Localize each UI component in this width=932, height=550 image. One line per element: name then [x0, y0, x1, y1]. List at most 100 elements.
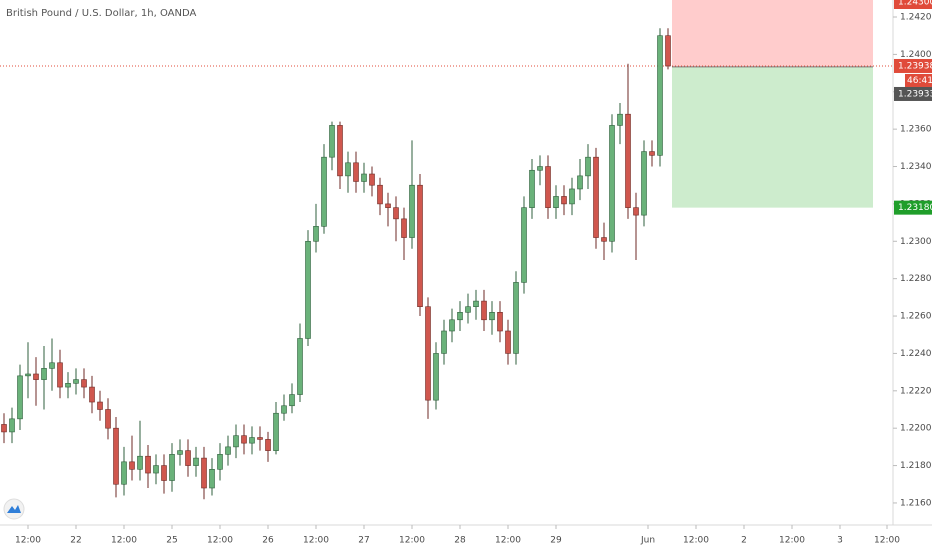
target-price-label-box [894, 200, 932, 215]
candle-body [625, 113, 631, 208]
x-tick-label: 12:00 [207, 536, 233, 546]
candle-body [513, 282, 519, 354]
candle-body [593, 156, 599, 238]
candle-body [553, 196, 559, 208]
candle-body [257, 437, 263, 440]
candle-body [9, 418, 15, 433]
x-tick-label: 12:00 [111, 536, 137, 546]
candle-body [313, 226, 319, 242]
y-tick-label: 1.24200 [900, 13, 932, 23]
x-tick-label: Jun [640, 536, 655, 546]
candle-body [225, 446, 231, 455]
candle-body [137, 455, 143, 470]
candle-body [369, 173, 375, 186]
candle-body [321, 156, 327, 227]
candle-body [265, 439, 271, 451]
candle-body [153, 465, 159, 474]
candle-body [409, 184, 415, 238]
candle-body [385, 203, 391, 208]
candle-body [497, 312, 503, 332]
candle-body [209, 469, 215, 489]
candle-body [361, 173, 367, 182]
y-tick-label: 1.22000 [900, 424, 932, 434]
stop-zone [672, 0, 873, 67]
candle-body [529, 169, 535, 208]
candle-body [273, 412, 279, 451]
x-tick-label: 12:00 [303, 536, 329, 546]
candle-body [121, 461, 127, 485]
x-tick-label: 12:00 [15, 536, 41, 546]
candle-body [65, 383, 71, 388]
x-tick-label: 12:00 [779, 536, 805, 546]
candle-body [505, 330, 511, 354]
last-price-label-box [894, 58, 932, 73]
candle-body [433, 353, 439, 401]
x-tick-label: 27 [358, 536, 369, 546]
x-tick-label: 2 [741, 536, 747, 546]
candle-body [49, 362, 55, 369]
candle-body [25, 373, 31, 377]
countdown-box [905, 73, 932, 87]
candle-body [401, 218, 407, 238]
candle-body [585, 156, 591, 177]
candle-body [233, 435, 239, 448]
entry-price-label-box [894, 86, 932, 101]
candle-body [633, 207, 639, 216]
y-tick-label: 1.23600 [900, 125, 932, 135]
candle-body [489, 312, 495, 321]
candle-body [329, 125, 335, 158]
candle-body [649, 151, 655, 156]
candle-body [417, 184, 423, 308]
candle-body [425, 306, 431, 401]
candle-body [561, 196, 567, 205]
candle-body [193, 457, 199, 466]
candle-body [297, 338, 303, 395]
candle-body [465, 306, 471, 313]
y-tick-label: 1.22800 [900, 274, 932, 284]
candle-body [393, 207, 399, 220]
candle-body [129, 461, 135, 470]
x-tick-label: 29 [550, 536, 562, 546]
y-tick-label: 1.21600 [900, 498, 932, 508]
candle-body [1, 424, 7, 433]
candle-body [89, 386, 95, 403]
logo [3, 498, 25, 520]
x-tick-label: 12:00 [683, 536, 709, 546]
stop-price-label-box [894, 0, 932, 9]
candle-body [353, 162, 359, 182]
x-tick-label: 12:00 [874, 536, 900, 546]
target-zone [672, 66, 873, 208]
x-tick-label: 22 [70, 536, 81, 546]
candle-body [169, 454, 175, 481]
y-tick-label: 1.24000 [900, 50, 932, 60]
candle-body [249, 437, 255, 444]
y-tick-label: 1.22200 [900, 386, 932, 396]
x-tick-label: 12:00 [399, 536, 425, 546]
x-tick-label: 12:00 [495, 536, 521, 546]
candle-body [537, 166, 543, 171]
candle-body [481, 300, 487, 321]
candle-body [57, 362, 63, 388]
candle-body [217, 454, 223, 470]
candle-body [609, 125, 615, 242]
candle-body [113, 427, 119, 485]
target-price-label: 1.23180 [898, 203, 932, 213]
candle-body [17, 375, 23, 420]
candle-body [33, 373, 39, 380]
entry-price-label: 1.23933 [898, 89, 932, 99]
y-tick-label: 1.22400 [900, 349, 932, 359]
candle-body [145, 455, 151, 474]
candle-body [569, 188, 575, 205]
x-tick-label: 26 [262, 536, 274, 546]
candle-body [617, 113, 623, 126]
candle-body [105, 409, 111, 429]
candle-body [601, 237, 607, 242]
candle-body [185, 450, 191, 466]
stop-price-label: 1.24300 [898, 0, 932, 8]
candle-body [521, 207, 527, 283]
candle-body [641, 151, 647, 216]
candle-body [201, 457, 207, 489]
x-tick-label: 28 [454, 536, 466, 546]
